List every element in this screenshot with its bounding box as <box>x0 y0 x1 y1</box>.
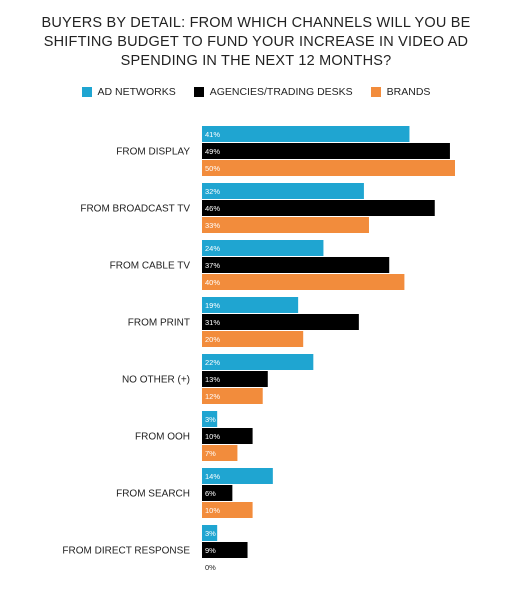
value-label-brands-from-cable-tv: 40% <box>205 278 220 287</box>
bar-brands-from-display <box>202 160 455 176</box>
bar-agencies-trading-desks-from-ooh <box>202 428 253 444</box>
bar-ad-networks-no-other <box>202 354 314 370</box>
bar-agencies-trading-desks-from-display <box>202 143 450 159</box>
legend: AD NETWORKS AGENCIES/TRADING DESKS BRAND… <box>0 86 512 98</box>
value-label-agencies-trading-desks-no-other: 13% <box>205 375 220 384</box>
bar-ad-networks-from-cable-tv <box>202 240 324 256</box>
value-label-brands-from-print: 20% <box>205 335 220 344</box>
value-label-agencies-trading-desks-from-search: 6% <box>205 489 216 498</box>
category-label-from-ooh: FROM OOH <box>135 432 190 443</box>
value-label-ad-networks-from-display: 41% <box>205 130 220 139</box>
legend-label-agencies: AGENCIES/TRADING DESKS <box>209 86 353 98</box>
bar-ad-networks-from-broadcast-tv <box>202 183 364 199</box>
legend-swatch-agencies <box>193 87 204 97</box>
category-label-from-search: FROM SEARCH <box>116 489 190 500</box>
bar-ad-networks-from-ooh <box>202 411 218 427</box>
value-label-ad-networks-from-direct-response: 3% <box>205 529 216 538</box>
chart-title: BUYERS BY DETAIL: FROM WHICH CHANNELS WI… <box>41 15 471 69</box>
category-label-from-direct-response: FROM DIRECT RESPONSE <box>62 546 190 557</box>
bar-ad-networks-from-display <box>202 126 410 142</box>
value-label-brands-no-other: 12% <box>205 392 220 401</box>
bar-brands-from-cable-tv <box>202 274 405 290</box>
category-label-no-other: NO OTHER (+) <box>122 375 190 386</box>
legend-label-brands: BRANDS <box>386 86 431 98</box>
value-label-brands-from-ooh: 7% <box>205 449 216 458</box>
value-label-agencies-trading-desks-from-display: 49% <box>205 147 220 156</box>
value-label-brands-from-direct-response: 0% <box>205 563 216 572</box>
legend-item-agencies: AGENCIES/TRADING DESKS <box>193 86 353 98</box>
bar-agencies-trading-desks-from-print <box>202 314 359 330</box>
legend-item-ad-networks: AD NETWORKS <box>81 86 176 98</box>
value-label-agencies-trading-desks-from-ooh: 10% <box>205 432 220 441</box>
category-label-from-cable-tv: FROM CABLE TV <box>110 261 191 272</box>
bar-ad-networks-from-search <box>202 468 273 484</box>
value-label-ad-networks-no-other: 22% <box>205 358 220 367</box>
legend-label-ad-networks: AD NETWORKS <box>97 86 176 98</box>
bar-brands-from-ooh <box>202 445 238 461</box>
bar-agencies-trading-desks-from-search <box>202 485 233 501</box>
value-label-ad-networks-from-broadcast-tv: 32% <box>205 187 220 196</box>
bar-ad-networks-from-direct-response <box>202 525 218 541</box>
value-label-brands-from-search: 10% <box>205 506 220 515</box>
value-label-ad-networks-from-search: 14% <box>205 472 220 481</box>
category-label-from-broadcast-tv: FROM BROADCAST TV <box>80 204 190 215</box>
value-label-brands-from-broadcast-tv: 33% <box>205 221 220 230</box>
bar-brands-from-broadcast-tv <box>202 217 369 233</box>
value-label-ad-networks-from-ooh: 3% <box>205 415 216 424</box>
legend-swatch-ad-networks <box>81 87 92 97</box>
value-label-brands-from-display: 50% <box>205 164 220 173</box>
bar-agencies-trading-desks-no-other <box>202 371 268 387</box>
value-label-ad-networks-from-cable-tv: 24% <box>205 244 220 253</box>
bar-brands-no-other <box>202 388 263 404</box>
category-label-from-print: FROM PRINT <box>128 318 190 329</box>
value-label-ad-networks-from-print: 19% <box>205 301 220 310</box>
value-label-agencies-trading-desks-from-print: 31% <box>205 318 220 327</box>
value-label-agencies-trading-desks-from-direct-response: 9% <box>205 546 216 555</box>
legend-item-brands: BRANDS <box>370 86 431 98</box>
bar-agencies-trading-desks-from-direct-response <box>202 542 248 558</box>
bar-ad-networks-from-print <box>202 297 299 313</box>
value-label-agencies-trading-desks-from-broadcast-tv: 46% <box>205 204 220 213</box>
bar-brands-from-print <box>202 331 304 347</box>
category-label-from-display: FROM DISPLAY <box>116 147 190 158</box>
bar-agencies-trading-desks-from-broadcast-tv <box>202 200 435 216</box>
bar-agencies-trading-desks-from-cable-tv <box>202 257 390 273</box>
bar-brands-from-search <box>202 502 253 518</box>
legend-swatch-brands <box>370 87 381 97</box>
value-label-agencies-trading-desks-from-cable-tv: 37% <box>205 261 220 270</box>
